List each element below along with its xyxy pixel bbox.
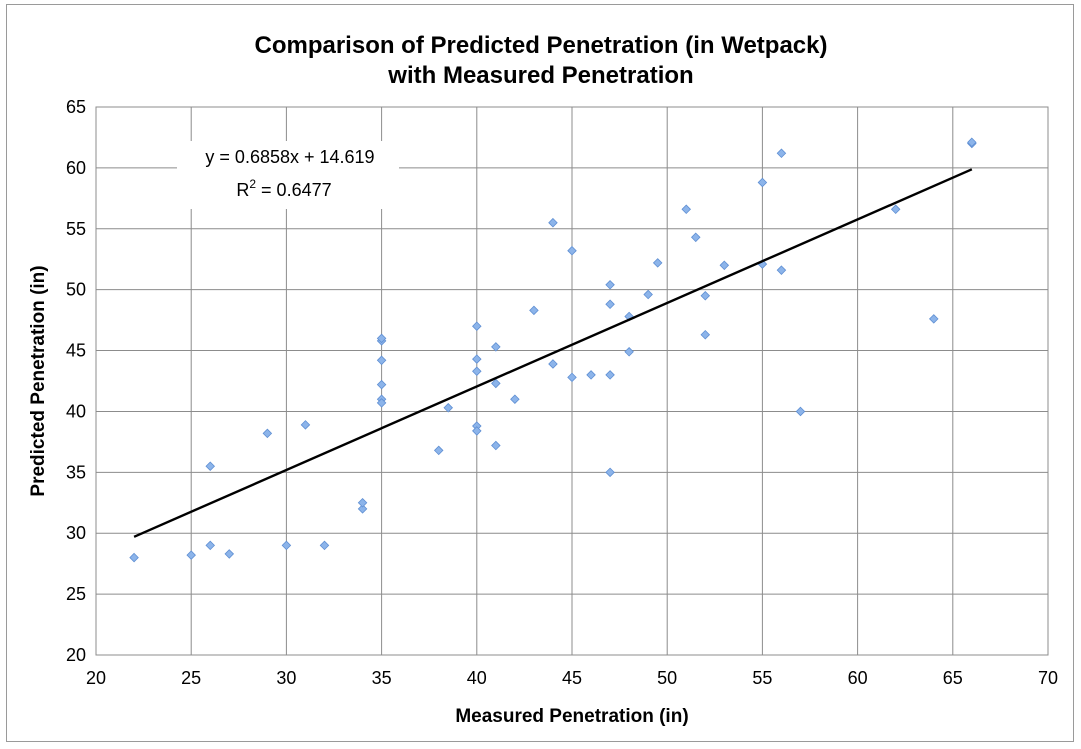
y-tick-label: 35: [66, 462, 86, 482]
data-points: [129, 137, 977, 563]
data-point: [643, 289, 653, 300]
data-point: [472, 366, 482, 377]
data-point: [376, 398, 387, 408]
trendline: [133, 168, 973, 538]
data-point: [776, 265, 787, 275]
y-tick-label: 55: [66, 219, 86, 239]
data-point: [319, 540, 330, 551]
data-point: [624, 347, 634, 357]
trendline-equation: y = 0.6858x + 14.619: [205, 147, 374, 167]
scatter-chart: Comparison of Predicted Penetration (in …: [28, 32, 1058, 727]
trendline-label-background: [177, 141, 399, 209]
data-point: [548, 217, 558, 228]
chart-title-line1: Comparison of Predicted Penetration (in …: [255, 32, 828, 59]
x-tick-label: 45: [562, 668, 582, 688]
data-point: [186, 550, 196, 560]
y-tick-labels: 20 25 30 35 40 45 50 55 60 65: [66, 97, 86, 665]
data-point: [472, 354, 482, 364]
data-point: [605, 280, 615, 290]
data-point: [491, 342, 501, 352]
data-point: [281, 540, 292, 551]
x-tick-label: 50: [657, 668, 677, 688]
data-point: [795, 406, 806, 417]
x-tick-label: 25: [181, 668, 201, 688]
x-tick-label: 55: [752, 668, 772, 688]
x-tick-label: 30: [276, 668, 296, 688]
data-point: [491, 378, 501, 389]
x-tick-label: 65: [943, 668, 963, 688]
data-point: [205, 461, 216, 472]
r-squared-value: = 0.6477: [256, 180, 332, 200]
x-tick-label: 35: [372, 668, 392, 688]
chart-title-line2: with Measured Penetration: [387, 62, 693, 89]
x-axis-title: Measured Penetration (in): [455, 706, 688, 727]
y-tick-label: 50: [66, 280, 86, 300]
data-point: [719, 260, 730, 271]
data-point: [510, 394, 520, 405]
y-tick-label: 65: [66, 97, 86, 117]
data-point: [472, 321, 482, 331]
data-point: [224, 549, 235, 559]
y-tick-label: 25: [66, 584, 86, 604]
x-tick-label: 40: [467, 668, 487, 688]
trendline-label: y = 0.6858x + 14.619 R2 = 0.6477: [177, 141, 399, 209]
data-point: [376, 333, 387, 344]
x-tick-label: 60: [848, 668, 868, 688]
y-tick-label: 30: [66, 523, 86, 543]
data-point: [652, 258, 663, 268]
data-point: [548, 359, 558, 369]
y-tick-label: 40: [66, 401, 86, 421]
data-point: [129, 552, 139, 563]
data-point: [757, 177, 768, 188]
x-tick-label: 20: [86, 668, 106, 688]
data-point: [433, 445, 444, 456]
x-tick-labels: 20 25 30 35 40 45 50 55 60 65 70: [86, 668, 1058, 688]
data-point: [700, 329, 711, 340]
data-point: [967, 137, 977, 148]
y-tick-label: 60: [66, 158, 86, 178]
data-point: [300, 420, 311, 430]
data-point: [605, 467, 615, 478]
data-point: [567, 372, 577, 383]
x-tick-label: 70: [1038, 668, 1058, 688]
data-point: [605, 370, 615, 380]
data-point: [357, 504, 368, 514]
trendline-r-squared: R2 = 0.6477: [236, 177, 331, 200]
chart-frame: Comparison of Predicted Penetration (in …: [6, 4, 1074, 742]
data-point: [700, 290, 711, 301]
data-point: [681, 204, 692, 215]
data-point: [690, 232, 701, 243]
data-point: [890, 204, 901, 215]
data-point: [567, 245, 577, 256]
data-point: [605, 299, 615, 310]
plot-area: [95, 106, 1049, 656]
data-point: [376, 379, 387, 390]
data-point: [491, 440, 501, 451]
data-point: [529, 305, 539, 316]
data-point: [205, 540, 216, 551]
y-tick-label: 20: [66, 645, 86, 665]
data-point: [376, 355, 387, 366]
r-squared-exponent: 2: [249, 177, 256, 191]
data-point: [357, 498, 368, 508]
data-point: [928, 314, 939, 324]
data-point: [443, 403, 454, 413]
data-point: [586, 370, 596, 380]
data-point: [776, 148, 787, 159]
data-point: [472, 426, 482, 436]
y-tick-label: 45: [66, 341, 86, 361]
y-axis-title: Predicted Penetration (in): [28, 265, 49, 496]
r-squared-prefix: R: [236, 180, 249, 200]
data-point: [262, 428, 273, 439]
